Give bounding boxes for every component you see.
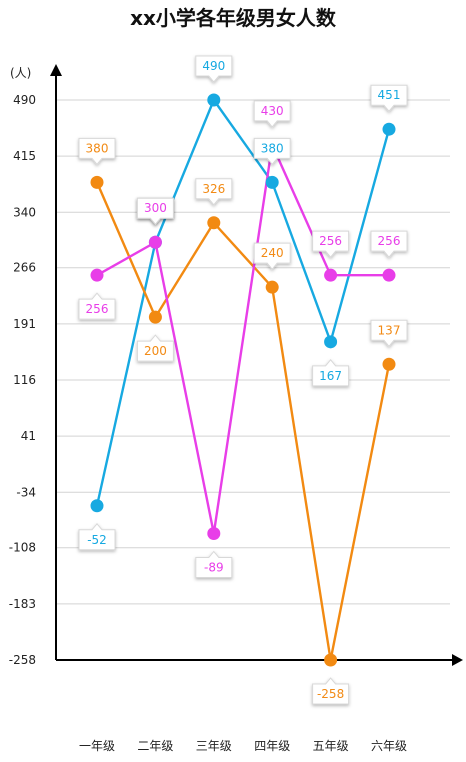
data-label: 300 (136, 197, 174, 226)
data-label-text: 326 (202, 182, 225, 196)
data-label-text: 380 (261, 141, 284, 155)
data-label: 256 (312, 230, 350, 258)
data-label: 200 (136, 334, 174, 362)
data-label-text: -258 (317, 687, 344, 701)
series-line (95, 98, 391, 507)
data-label-box (370, 319, 408, 348)
data-label-text: 137 (378, 323, 401, 337)
data-label-box (78, 522, 116, 551)
y-tick-label: 415 (13, 149, 36, 163)
data-label-box (78, 137, 116, 166)
data-label-text: -89 (204, 560, 224, 574)
data-label-box (312, 359, 350, 387)
data-point (265, 175, 279, 189)
data-point (148, 235, 162, 249)
axes (50, 64, 463, 666)
y-axis-label: (人) (10, 66, 31, 80)
data-point (90, 499, 104, 513)
data-label: -52 (78, 522, 116, 551)
data-label: 380 (253, 137, 291, 166)
data-point (324, 335, 338, 349)
data-label-text: 380 (86, 141, 109, 155)
data-label: 167 (312, 359, 350, 387)
x-tick-label: 五年级 (313, 739, 349, 753)
data-label: 256 (370, 230, 408, 258)
data-label-text: -52 (87, 533, 107, 547)
series-lines (95, 98, 391, 662)
y-tick-label: 266 (13, 261, 36, 275)
y-tick-label: 490 (13, 93, 36, 107)
data-label-box (312, 677, 350, 705)
data-label: 240 (253, 242, 291, 270)
data-label-box (370, 84, 408, 112)
data-label: 326 (195, 178, 233, 206)
data-label-text: 200 (144, 344, 167, 358)
data-label-text: 451 (378, 88, 401, 102)
data-point (207, 93, 221, 107)
y-tick-label: -34 (16, 485, 36, 499)
data-point (90, 175, 104, 189)
x-tick-label: 三年级 (196, 739, 232, 753)
data-label: 490 (195, 55, 233, 83)
data-label: 256 (78, 292, 116, 320)
data-point (148, 310, 162, 324)
data-label-text: 430 (261, 104, 284, 118)
data-label: 137 (370, 319, 408, 348)
data-label-box (195, 178, 233, 206)
data-label-box (312, 230, 350, 258)
data-label-box (195, 55, 233, 83)
y-tick-label: 41 (21, 429, 36, 443)
x-tick-label: 六年级 (371, 739, 407, 753)
series-line (96, 143, 389, 535)
data-label-text: 256 (86, 302, 109, 316)
data-point (382, 268, 396, 282)
data-labels: -52 300 490 380 167 451 380 200 326 240 -258 137 256… (78, 55, 408, 705)
data-label-box (370, 230, 408, 258)
y-tick-labels: 490 415 340 266 191 116 41 -34 -108 -183 -258 (9, 93, 36, 667)
y-axis-arrow (50, 64, 62, 76)
data-label-box (78, 292, 116, 320)
x-tick-label: 四年级 (254, 739, 290, 753)
x-tick-labels: 一年级 二年级 三年级 四年级 五年级 六年级 (79, 739, 407, 753)
y-tick-label: -183 (9, 597, 36, 611)
data-label-box (253, 242, 291, 270)
data-label-text: 256 (319, 234, 342, 248)
data-point (324, 268, 338, 282)
y-tick-label: -108 (9, 541, 36, 555)
x-axis-arrow (452, 654, 463, 666)
y-tick-label: 340 (13, 205, 36, 219)
data-label-text: 490 (202, 59, 225, 73)
data-point (90, 268, 104, 282)
data-label-box (195, 550, 233, 578)
x-tick-label: 二年级 (137, 739, 173, 753)
data-point (382, 122, 396, 136)
data-label: 451 (370, 84, 408, 112)
data-label-text: 240 (261, 246, 284, 260)
data-label-text: 300 (144, 201, 167, 215)
data-label: -89 (195, 550, 233, 578)
gridlines (56, 99, 450, 605)
data-label-text: 256 (378, 234, 401, 248)
data-label: 380 (78, 137, 116, 166)
data-label-box (136, 197, 174, 226)
data-point (265, 280, 279, 294)
data-label: -258 (312, 677, 350, 705)
data-label: 430 (253, 100, 291, 128)
data-label-box (136, 334, 174, 362)
data-point (207, 216, 221, 230)
x-tick-label: 一年级 (79, 739, 115, 753)
y-tick-label: 191 (13, 317, 36, 331)
series-line (95, 181, 391, 662)
data-label-box (253, 100, 291, 128)
data-point (382, 357, 396, 371)
series-points (90, 93, 396, 667)
data-point (324, 653, 338, 667)
y-tick-label: -258 (9, 653, 36, 667)
y-tick-label: 116 (13, 373, 36, 387)
data-label-box (253, 137, 291, 166)
data-label-text: 167 (319, 369, 342, 383)
chart-title: xx小学各年级男女人数 (130, 6, 337, 30)
data-point (207, 526, 221, 540)
